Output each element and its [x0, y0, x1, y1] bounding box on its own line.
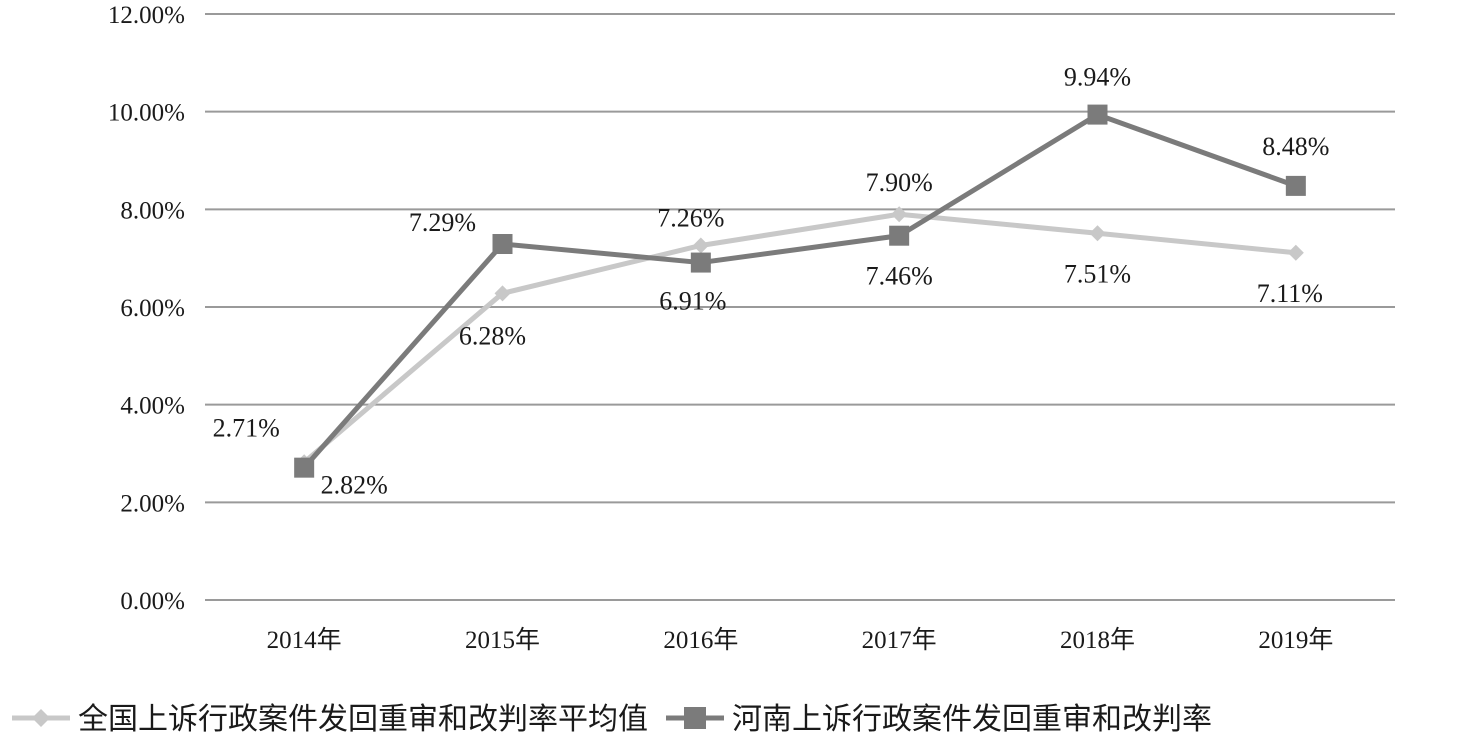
data-point-marker: [1287, 244, 1304, 261]
series-lines: [294, 104, 1306, 478]
legend-item: 河南上诉行政案件发回重审和改判率: [666, 702, 1212, 736]
data-point-marker: [1285, 175, 1306, 196]
data-point-marker: [692, 237, 709, 254]
data-label: 2.82%: [321, 470, 388, 499]
y-tick-label: 8.00%: [120, 197, 185, 224]
data-label: 7.29%: [409, 208, 476, 237]
x-tick-label: 2014年: [267, 626, 342, 654]
data-labels: 2.82% 6.28% 7.26% 7.90% 7.51% 7.11% 2.71% 7.29%…: [213, 63, 1330, 500]
x-tick-label: 2015年: [465, 626, 540, 654]
series-line: [301, 211, 1299, 465]
data-label: 9.94%: [1064, 63, 1131, 92]
x-tick-label: 2016年: [663, 626, 738, 654]
legend: 全国上诉行政案件发回重审和改判率平均值 河南上诉行政案件发回重审和改判率: [12, 702, 1212, 736]
legend-swatch-marker: [32, 709, 50, 727]
data-point-marker: [889, 225, 910, 246]
data-point-marker: [690, 252, 711, 273]
data-point-marker: [294, 457, 315, 478]
data-label: 6.91%: [659, 287, 726, 316]
data-point-marker: [1089, 225, 1106, 242]
data-label: 6.28%: [459, 321, 526, 350]
data-label: 7.46%: [866, 262, 933, 291]
y-tick-label: 12.00%: [108, 2, 185, 29]
data-label: 7.26%: [657, 203, 724, 232]
data-label: 7.11%: [1257, 279, 1323, 308]
x-tick-label: 2018年: [1060, 626, 1135, 654]
legend-item: 全国上诉行政案件发回重审和改判率平均值: [12, 702, 648, 736]
data-point-marker: [1087, 104, 1108, 125]
data-label: 8.48%: [1262, 132, 1329, 161]
data-label: 7.51%: [1064, 259, 1131, 288]
data-point-marker: [494, 285, 511, 302]
y-axis-tick-labels: 0.00% 2.00% 4.00% 6.00% 8.00% 10.00% 12.00%: [108, 2, 185, 615]
grid-lines: [205, 13, 1395, 601]
data-point-marker: [891, 206, 908, 223]
series-line: [301, 112, 1299, 471]
data-label: 7.90%: [866, 168, 933, 197]
y-tick-label: 10.00%: [108, 100, 185, 127]
legend-label: 河南上诉行政案件发回重审和改判率: [732, 702, 1212, 736]
x-tick-label: 2019年: [1258, 626, 1333, 654]
data-label: 2.71%: [213, 414, 280, 443]
legend-label: 全国上诉行政案件发回重审和改判率平均值: [78, 702, 648, 736]
legend-swatch-marker: [684, 707, 706, 729]
y-tick-label: 6.00%: [120, 295, 185, 322]
y-tick-label: 4.00%: [120, 393, 185, 420]
data-point-marker: [492, 234, 513, 255]
y-tick-label: 2.00%: [120, 490, 185, 517]
x-tick-label: 2017年: [862, 626, 937, 654]
y-tick-label: 0.00%: [120, 588, 185, 615]
x-axis-tick-labels: 2014年 2015年 2016年 2017年 2018年 2019年: [267, 626, 1334, 654]
